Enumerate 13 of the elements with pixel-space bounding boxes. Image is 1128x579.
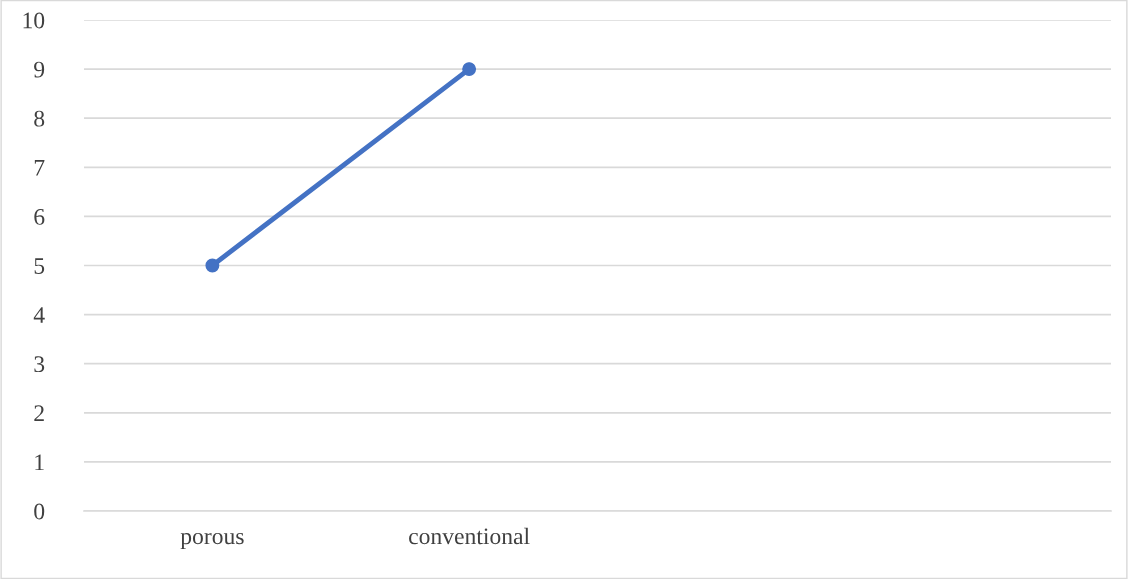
x-tick-label: conventional [409, 527, 530, 545]
y-tick-label: 1 [35, 454, 44, 471]
y-tick-label: 10 [23, 12, 45, 29]
y-tick-label: 0 [34, 503, 45, 520]
y-tick-label: 4 [33, 307, 45, 323]
y-tick-label: 6 [34, 208, 45, 225]
y-tick-label: 5 [34, 258, 45, 274]
y-tick-label: 7 [34, 160, 45, 176]
y-tick-label: 9 [34, 61, 45, 78]
y-tick-label: 2 [34, 405, 44, 421]
y-tick-label: 8 [34, 110, 45, 127]
y-tick-label: 3 [34, 356, 45, 373]
x-tick-label: porous [180, 532, 244, 550]
